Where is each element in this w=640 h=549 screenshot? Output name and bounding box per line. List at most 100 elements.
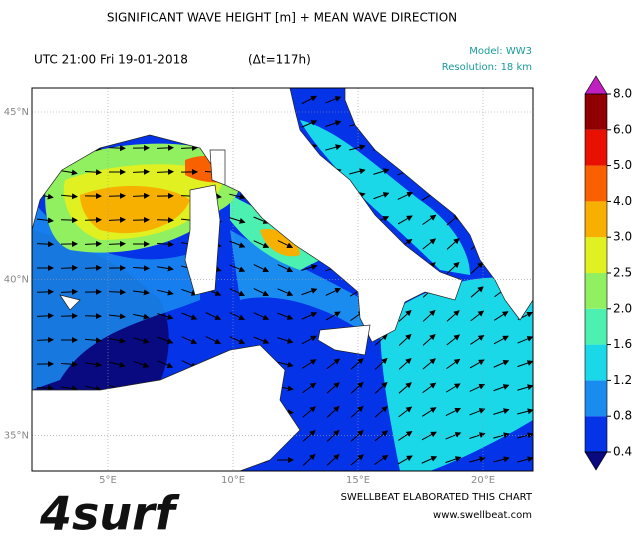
lon-label: 10°E <box>221 475 245 486</box>
direction-arrow <box>157 313 174 320</box>
direction-arrow <box>446 237 460 250</box>
direction-arrow <box>36 336 54 343</box>
direction-arrow <box>108 192 126 199</box>
direction-arrow <box>446 334 461 346</box>
direction-arrow <box>517 456 533 463</box>
direction-arrow <box>445 407 462 417</box>
direction-arrow <box>302 382 317 394</box>
direction-arrow <box>60 361 78 368</box>
colorbar-over <box>584 75 608 95</box>
direction-arrow <box>229 288 246 296</box>
time: UTC 21:00 Fri 19-01-2018 <box>34 53 188 67</box>
direction-arrow <box>109 337 126 344</box>
colorbar-label: 6.0 <box>613 122 632 136</box>
direction-arrow <box>326 358 341 370</box>
direction-arrow <box>253 216 270 224</box>
direction-arrow <box>302 429 316 442</box>
direction-arrow <box>374 406 388 418</box>
direction-arrow <box>421 407 437 417</box>
direction-arrow <box>493 432 510 439</box>
direction-arrow <box>301 120 318 128</box>
direction-arrow <box>181 288 198 296</box>
direction-arrow <box>301 288 318 296</box>
logo: 4surf <box>39 487 180 541</box>
colorbar-label: 2.0 <box>613 301 632 315</box>
direction-arrow <box>470 286 484 298</box>
direction-arrow <box>277 337 294 344</box>
direction-arrow <box>133 337 150 344</box>
direction-arrow <box>350 429 364 442</box>
direction-arrow <box>470 310 485 322</box>
direction-arrow <box>301 264 318 271</box>
colorbar-segment <box>585 380 607 417</box>
direction-arrow <box>157 336 174 344</box>
direction-arrow <box>325 288 342 296</box>
direction-arrow <box>205 336 222 345</box>
direction-arrow <box>36 217 54 224</box>
colorbar-label: 8.0 <box>613 87 632 101</box>
direction-arrow <box>132 216 150 223</box>
lat-label: 40°N <box>4 275 29 286</box>
wave-zone <box>260 229 300 257</box>
direction-arrow <box>397 192 414 200</box>
colorbar-label: 0.4 <box>613 445 632 459</box>
direction-arrow <box>373 168 390 175</box>
direction-arrow <box>109 361 126 368</box>
direction-arrow <box>253 240 270 248</box>
direction-arrow <box>157 360 174 368</box>
direction-arrow <box>253 336 270 344</box>
direction-arrow <box>446 310 460 322</box>
direction-arrow <box>398 357 412 370</box>
direction-arrow <box>84 169 102 176</box>
lat-label: 35°N <box>4 431 29 442</box>
map-frame <box>31 87 534 472</box>
direction-arrow <box>326 453 340 466</box>
direction-arrow <box>398 333 412 346</box>
direction-arrow <box>349 168 366 175</box>
direction-arrow <box>36 312 54 319</box>
direction-arrow <box>493 360 510 368</box>
direction-arrow <box>422 214 437 226</box>
direction-arrow <box>156 241 174 248</box>
direction-arrow <box>469 456 486 463</box>
colorbar-label: 1.2 <box>613 373 632 387</box>
direction-arrow <box>132 168 150 175</box>
direction-arrow <box>60 312 78 319</box>
direction-arrow <box>350 405 364 418</box>
direction-arrow <box>60 288 78 295</box>
colorbar-segment <box>585 129 607 166</box>
direction-arrow <box>374 454 389 466</box>
direction-arrow <box>84 337 102 344</box>
direction-arrow <box>108 216 126 223</box>
direction-arrow <box>36 288 54 295</box>
direction-arrow <box>421 456 438 464</box>
direction-arrow <box>36 241 54 248</box>
direction-arrow <box>253 288 270 297</box>
direction-arrow <box>470 261 484 274</box>
direction-arrow <box>326 429 340 442</box>
direction-arrow <box>422 358 436 370</box>
direction-arrow <box>373 192 390 200</box>
direction-arrow <box>277 264 294 272</box>
direction-arrow <box>229 312 246 321</box>
direction-arrow <box>325 144 342 151</box>
colorbar-segment <box>585 201 607 238</box>
direction-arrow <box>84 264 102 271</box>
direction-arrow <box>326 382 340 394</box>
direction-arrow <box>180 144 198 151</box>
direction-arrow <box>398 430 413 441</box>
direction-arrow <box>156 168 174 175</box>
direction-arrow <box>301 359 317 369</box>
graticule <box>32 88 533 471</box>
direction-arrow <box>108 145 126 152</box>
direction-arrow <box>60 264 78 271</box>
url: www.swellbeat.com <box>433 510 532 521</box>
direction-arrow <box>374 430 389 442</box>
lon-label: 15°E <box>346 475 370 486</box>
direction-arrow <box>156 144 174 151</box>
direction-arrow <box>349 144 366 151</box>
direction-arrow <box>469 384 486 392</box>
colorbar-segment <box>585 308 607 345</box>
direction-arrow <box>229 193 246 200</box>
direction-arrow <box>325 96 342 104</box>
